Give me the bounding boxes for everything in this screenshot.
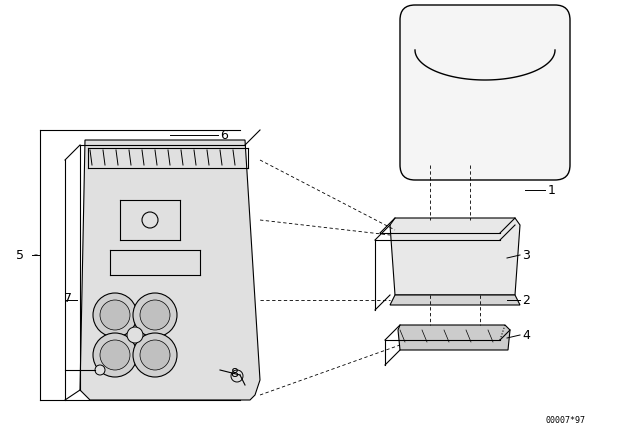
Polygon shape [390,295,520,305]
Text: 8: 8 [230,366,238,379]
Circle shape [93,293,137,337]
Circle shape [231,370,243,382]
Text: 7: 7 [64,292,72,305]
Circle shape [133,333,177,377]
Circle shape [100,300,130,330]
Circle shape [100,340,130,370]
Text: 5: 5 [16,249,24,262]
Polygon shape [390,218,520,295]
Circle shape [93,333,137,377]
Polygon shape [80,140,260,400]
Text: 2: 2 [522,293,530,306]
Circle shape [95,365,105,375]
Text: 6: 6 [220,129,228,142]
Circle shape [140,340,170,370]
Circle shape [140,300,170,330]
Text: 3: 3 [522,249,530,262]
Circle shape [127,327,143,343]
Text: 00007*97: 00007*97 [545,415,585,425]
Circle shape [142,212,158,228]
Text: 4: 4 [522,328,530,341]
Text: 1: 1 [548,184,556,197]
Circle shape [133,293,177,337]
FancyBboxPatch shape [400,5,570,180]
Polygon shape [398,325,510,350]
